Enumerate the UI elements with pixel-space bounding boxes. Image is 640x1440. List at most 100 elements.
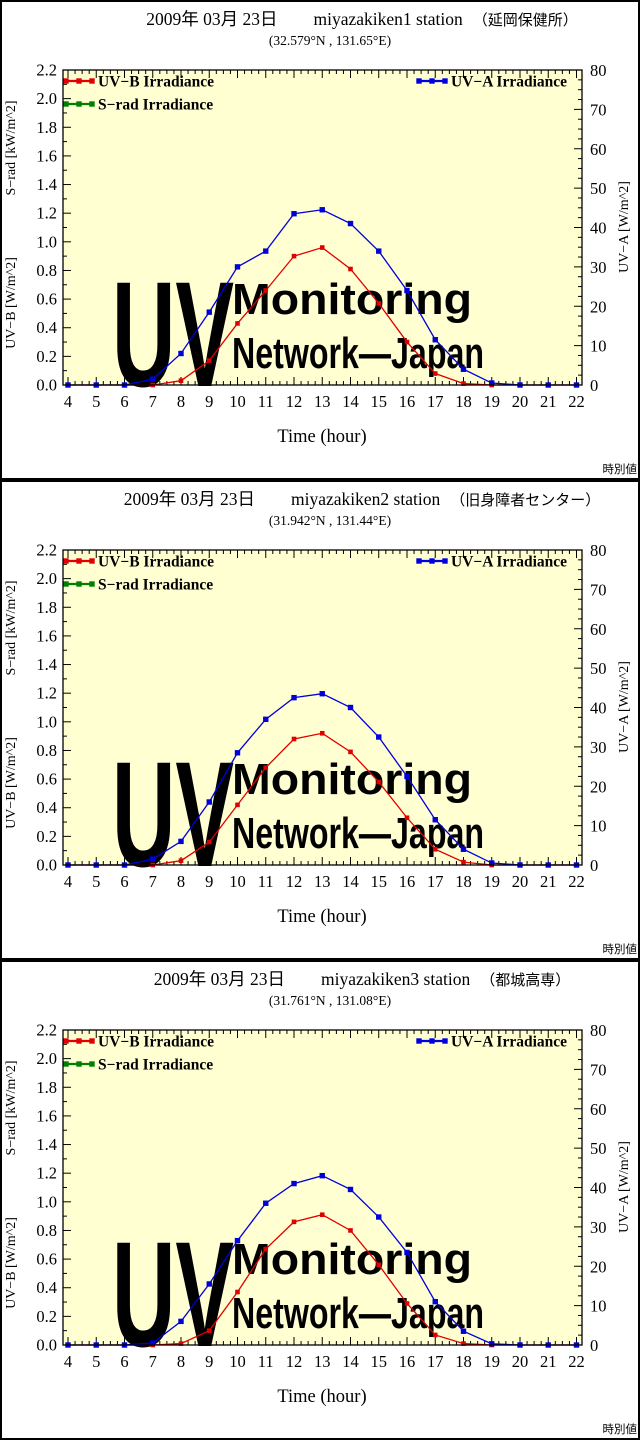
series-uva-point [432, 337, 438, 343]
left-tick-label: 0.8 [36, 741, 57, 760]
series-uva-point [263, 248, 269, 254]
right-tick-label: 50 [590, 659, 607, 678]
series-uvb-point [461, 1341, 466, 1346]
hourly-value-label: 時別値 [603, 943, 638, 956]
left-axis-label-srad: S−rad [kW/m^2] [4, 1061, 19, 1156]
x-tick-label: 4 [64, 1352, 72, 1371]
series-uva-point [178, 838, 184, 845]
left-tick-label: 1.6 [36, 626, 57, 645]
watermark-monitoring: Monitoring [232, 1235, 472, 1284]
legend-uva-marker-dot [442, 1038, 448, 1044]
left-tick-label: 0.0 [36, 1336, 57, 1355]
series-uva-point [319, 207, 325, 213]
axis-ticks [63, 69, 582, 386]
legend-srad: S−rad Irradiance [63, 97, 213, 114]
watermark-network-japan: Network—Japan [232, 809, 484, 858]
x-tick-label: 5 [92, 1352, 100, 1371]
legend-srad-marker-dot [89, 1061, 95, 1067]
x-axis-label: Time (hour) [277, 1387, 366, 1407]
station-chart-3: 2009年 03月 23日 miyazakiken3 station （都城高専） (… [0, 960, 640, 1440]
x-tick-label: 17 [427, 872, 444, 891]
x-tick-label: 4 [64, 392, 72, 411]
x-tick-label: 8 [177, 392, 185, 411]
station-coordinates: (31.942°N , 131.44°E) [269, 513, 391, 528]
hourly-value-label: 時別値 [603, 1423, 638, 1436]
series-uvb-point [291, 253, 297, 259]
series-uvb-point [348, 1228, 353, 1233]
left-tick-label: 0.4 [36, 318, 57, 337]
title-station: miyazakiken1 station [314, 9, 463, 29]
left-tick-label: 0.8 [36, 261, 57, 280]
left-axis-label-uvb: UV−B [W/m^2] [4, 737, 19, 829]
series-uvb-point [404, 815, 410, 821]
legend-uvb-marker-dot [76, 1038, 82, 1044]
left-tick-label: 1.8 [36, 1078, 57, 1097]
axis-ticks [63, 1029, 582, 1346]
legend-uvb-marker-dot [63, 78, 69, 84]
x-tick-label: 10 [229, 872, 246, 891]
panel-border [0, 480, 640, 960]
x-tick-label: 18 [455, 392, 472, 411]
watermark-uv: UV [112, 1210, 234, 1378]
left-axis-label-uvb: UV−B [W/m^2] [4, 257, 19, 349]
series-uva-point [234, 1237, 241, 1244]
left-tick-label: 0.4 [36, 1278, 57, 1297]
x-tick-label: 19 [484, 392, 501, 411]
series-uva-point [206, 1281, 212, 1287]
legend: UV−B Irradiance S−rad Irradiance UV−A Irra… [63, 74, 567, 114]
legend-srad: S−rad Irradiance [63, 1057, 213, 1074]
series-uva-point [263, 1200, 269, 1206]
x-tick-label: 12 [286, 1352, 303, 1371]
series-uvb-point [432, 846, 438, 852]
series-uva-point [150, 856, 156, 862]
series-uva-point [376, 734, 382, 740]
right-tick-label: 40 [590, 699, 607, 718]
legend-uva-marker-dot [416, 558, 422, 564]
tick-labels: 4 5 6 7 8 9 10 11 12 13 14 15 16 17 18 19 20 21 22 0.0 0.2 0.… [36, 61, 606, 412]
x-tick-label: 17 [427, 392, 444, 411]
right-tick-label: 20 [590, 297, 607, 316]
legend-uvb-marker-dot [63, 558, 69, 564]
legend-uva: UV−A Irradiance [416, 554, 567, 571]
legend-srad-label: S−rad Irradiance [98, 97, 213, 114]
series-uvb-point [263, 288, 269, 293]
series-uva-point [376, 248, 382, 254]
x-tick-label: 16 [399, 392, 416, 411]
series-uva-point [178, 350, 184, 357]
series-uvb-point [235, 802, 240, 808]
series-uvb-point [206, 839, 212, 845]
legend-uva-marker-dot [442, 558, 448, 564]
x-tick-label: 7 [149, 872, 157, 891]
left-tick-label: 1.4 [36, 655, 57, 674]
title-station: miyazakiken3 station [321, 969, 470, 989]
series-uva-point [263, 716, 269, 723]
left-tick-label: 0.2 [36, 347, 57, 366]
series-uvb-point [461, 859, 466, 865]
x-tick-label: 13 [314, 872, 331, 891]
x-tick-label: 4 [64, 872, 72, 891]
legend-uvb-marker-dot [76, 558, 82, 564]
series-uva-point [178, 1318, 184, 1325]
legend-uva-marker-dot [429, 78, 435, 84]
legend-uva-marker-dot [429, 1038, 435, 1044]
series-uva-point [376, 1214, 382, 1220]
plot-area [63, 1030, 582, 1345]
x-tick-label: 22 [568, 392, 585, 411]
right-tick-label: 0 [590, 856, 598, 875]
series-uvb-point [263, 1246, 269, 1252]
series-uva-point [404, 287, 410, 294]
right-axis-label-uva: UV−A [W/m^2] [617, 181, 632, 273]
series-uvb-point [206, 358, 212, 363]
series-uvb-point [348, 266, 353, 272]
station-panel: 2009年 03月 23日 miyazakiken1 station （延岡保健所）… [0, 0, 640, 480]
series-uvb-point [178, 378, 184, 384]
left-tick-label: 1.4 [36, 1135, 57, 1154]
right-tick-label: 20 [590, 1257, 607, 1276]
x-axis-label: Time (hour) [277, 427, 366, 447]
series-uva-point [206, 799, 212, 805]
legend-uva-label: UV−A Irradiance [451, 1034, 567, 1051]
x-tick-label: 11 [258, 1352, 274, 1371]
right-tick-label: 60 [590, 1100, 607, 1119]
right-tick-label: 50 [590, 1139, 607, 1158]
